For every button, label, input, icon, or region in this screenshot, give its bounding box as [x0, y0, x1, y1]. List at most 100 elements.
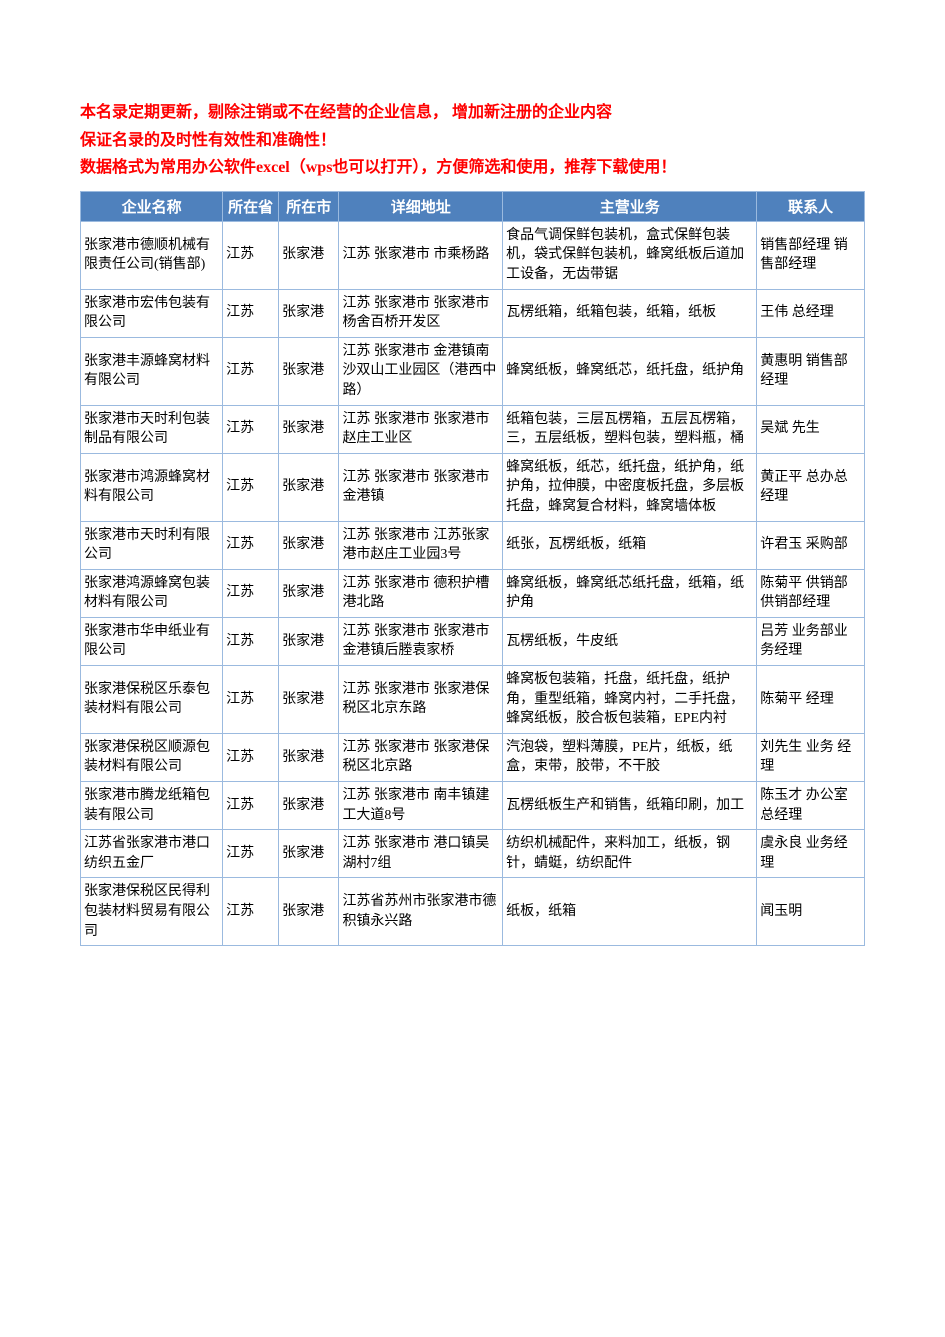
col-province: 所在省	[223, 191, 279, 221]
table-cell: 吕芳 业务部业务经理	[757, 617, 865, 665]
table-cell: 江苏	[223, 289, 279, 337]
table-cell: 张家港	[279, 405, 339, 453]
table-cell: 江苏	[223, 830, 279, 878]
table-cell: 张家港	[279, 878, 339, 946]
col-business: 主营业务	[503, 191, 757, 221]
table-cell: 张家港市德顺机械有限责任公司(销售部)	[81, 221, 223, 289]
table-cell: 瓦楞纸板，牛皮纸	[503, 617, 757, 665]
table-cell: 张家港市华申纸业有限公司	[81, 617, 223, 665]
table-cell: 江苏 张家港市 德积护槽港北路	[339, 569, 503, 617]
table-row: 江苏省张家港市港口纺织五金厂江苏张家港江苏 张家港市 港口镇吴湖村7组纺织机械配…	[81, 830, 865, 878]
table-cell: 纸板，纸箱	[503, 878, 757, 946]
table-cell: 张家港	[279, 453, 339, 521]
table-row: 张家港市宏伟包装有限公司江苏张家港江苏 张家港市 张家港市杨舍百桥开发区瓦楞纸箱…	[81, 289, 865, 337]
table-cell: 瓦楞纸箱，纸箱包装，纸箱，纸板	[503, 289, 757, 337]
table-cell: 张家港	[279, 617, 339, 665]
table-row: 张家港丰源蜂窝材料有限公司江苏张家港江苏 张家港市 金港镇南沙双山工业园区（港西…	[81, 337, 865, 405]
col-contact: 联系人	[757, 191, 865, 221]
table-cell: 许君玉 采购部	[757, 521, 865, 569]
intro-block: 本名录定期更新，剔除注销或不在经营的企业信息， 增加新注册的企业内容 保证名录的…	[80, 100, 865, 181]
table-cell: 汽泡袋，塑料薄膜，PE片，纸板，纸盒，束带，胶带，不干胶	[503, 733, 757, 781]
table-cell: 江苏	[223, 405, 279, 453]
table-cell: 蜂窝纸板，纸芯，纸托盘，纸护角，纸护角，拉伸膜，中密度板托盘，多层板托盘，蜂窝复…	[503, 453, 757, 521]
table-cell: 陈菊平 供销部供销部经理	[757, 569, 865, 617]
table-cell: 销售部经理 销售部经理	[757, 221, 865, 289]
intro-line-1: 本名录定期更新，剔除注销或不在经营的企业信息， 增加新注册的企业内容	[80, 100, 865, 126]
company-table: 企业名称 所在省 所在市 详细地址 主营业务 联系人 张家港市德顺机械有限责任公…	[80, 191, 865, 946]
table-cell: 江苏 张家港市 张家港保税区北京路	[339, 733, 503, 781]
table-cell: 刘先生 业务 经理	[757, 733, 865, 781]
table-row: 张家港保税区顺源包装材料有限公司江苏张家港江苏 张家港市 张家港保税区北京路汽泡…	[81, 733, 865, 781]
table-cell: 张家港	[279, 666, 339, 734]
table-cell: 张家港市天时利有限公司	[81, 521, 223, 569]
table-cell: 食品气调保鲜包装机，盒式保鲜包装机，袋式保鲜包装机，蜂窝纸板后道加工设备，无齿带…	[503, 221, 757, 289]
table-cell: 江苏	[223, 733, 279, 781]
table-cell: 蜂窝板包装箱，托盘，纸托盘，纸护角，重型纸箱，蜂窝内衬，二手托盘，蜂窝纸板，胶合…	[503, 666, 757, 734]
table-cell: 张家港保税区乐泰包装材料有限公司	[81, 666, 223, 734]
table-row: 张家港市天时利包装制品有限公司江苏张家港江苏 张家港市 张家港市赵庄工业区纸箱包…	[81, 405, 865, 453]
table-cell: 闻玉明	[757, 878, 865, 946]
table-cell: 张家港市腾龙纸箱包装有限公司	[81, 782, 223, 830]
table-cell: 江苏	[223, 337, 279, 405]
table-row: 张家港市天时利有限公司江苏张家港江苏 张家港市 江苏张家港市赵庄工业园3号纸张，…	[81, 521, 865, 569]
table-cell: 张家港	[279, 569, 339, 617]
intro-line-3: 数据格式为常用办公软件excel（wps也可以打开），方便筛选和使用，推荐下载使…	[80, 155, 865, 181]
table-cell: 纸张，瓦楞纸板，纸箱	[503, 521, 757, 569]
table-cell: 江苏 张家港市 港口镇吴湖村7组	[339, 830, 503, 878]
table-cell: 纺织机械配件，来料加工，纸板，钢针，蜻蜓，纺织配件	[503, 830, 757, 878]
table-cell: 虞永良 业务经理	[757, 830, 865, 878]
table-cell: 张家港保税区民得利包装材料贸易有限公司	[81, 878, 223, 946]
table-cell: 江苏 张家港市 张家港市金港镇后塍袁家桥	[339, 617, 503, 665]
table-cell: 江苏 张家港市 张家港市杨舍百桥开发区	[339, 289, 503, 337]
col-city: 所在市	[279, 191, 339, 221]
table-cell: 江苏	[223, 569, 279, 617]
table-cell: 陈菊平 经理	[757, 666, 865, 734]
intro-line-2: 保证名录的及时性有效性和准确性！	[80, 128, 865, 154]
table-cell: 张家港保税区顺源包装材料有限公司	[81, 733, 223, 781]
col-address: 详细地址	[339, 191, 503, 221]
table-cell: 张家港市鸿源蜂窝材料有限公司	[81, 453, 223, 521]
table-cell: 张家港市天时利包装制品有限公司	[81, 405, 223, 453]
table-cell: 张家港	[279, 733, 339, 781]
table-cell: 张家港	[279, 221, 339, 289]
table-cell: 蜂窝纸板，蜂窝纸芯，纸托盘，纸护角	[503, 337, 757, 405]
table-cell: 纸箱包装，三层瓦楞箱，五层瓦楞箱，三，五层纸板，塑料包装，塑料瓶，桶	[503, 405, 757, 453]
table-cell: 江苏	[223, 221, 279, 289]
table-cell: 江苏 张家港市 江苏张家港市赵庄工业园3号	[339, 521, 503, 569]
table-cell: 江苏	[223, 782, 279, 830]
table-cell: 张家港	[279, 337, 339, 405]
col-company: 企业名称	[81, 191, 223, 221]
table-row: 张家港市华申纸业有限公司江苏张家港江苏 张家港市 张家港市金港镇后塍袁家桥瓦楞纸…	[81, 617, 865, 665]
table-cell: 江苏省张家港市港口纺织五金厂	[81, 830, 223, 878]
table-cell: 黄惠明 销售部 经理	[757, 337, 865, 405]
table-cell: 江苏 张家港市 金港镇南沙双山工业园区（港西中路）	[339, 337, 503, 405]
table-cell: 江苏	[223, 878, 279, 946]
table-cell: 江苏 张家港市 市乘杨路	[339, 221, 503, 289]
table-cell: 江苏	[223, 666, 279, 734]
table-cell: 张家港	[279, 830, 339, 878]
table-row: 张家港鸿源蜂窝包装材料有限公司江苏张家港江苏 张家港市 德积护槽港北路蜂窝纸板，…	[81, 569, 865, 617]
table-cell: 陈玉才 办公室 总经理	[757, 782, 865, 830]
table-cell: 张家港	[279, 521, 339, 569]
table-cell: 张家港丰源蜂窝材料有限公司	[81, 337, 223, 405]
table-cell: 江苏 张家港市 张家港保税区北京东路	[339, 666, 503, 734]
table-row: 张家港保税区民得利包装材料贸易有限公司江苏张家港江苏省苏州市张家港市德积镇永兴路…	[81, 878, 865, 946]
table-header-row: 企业名称 所在省 所在市 详细地址 主营业务 联系人	[81, 191, 865, 221]
table-cell: 江苏	[223, 453, 279, 521]
table-cell: 张家港	[279, 782, 339, 830]
table-cell: 江苏 张家港市 张家港市赵庄工业区	[339, 405, 503, 453]
table-cell: 王伟 总经理	[757, 289, 865, 337]
table-cell: 黄正平 总办总经理	[757, 453, 865, 521]
table-cell: 张家港	[279, 289, 339, 337]
table-cell: 江苏 张家港市 张家港市金港镇	[339, 453, 503, 521]
table-cell: 吴斌 先生	[757, 405, 865, 453]
table-cell: 张家港鸿源蜂窝包装材料有限公司	[81, 569, 223, 617]
table-row: 张家港市鸿源蜂窝材料有限公司江苏张家港江苏 张家港市 张家港市金港镇蜂窝纸板，纸…	[81, 453, 865, 521]
table-cell: 瓦楞纸板生产和销售，纸箱印刷，加工	[503, 782, 757, 830]
table-cell: 蜂窝纸板，蜂窝纸芯纸托盘，纸箱，纸护角	[503, 569, 757, 617]
table-cell: 江苏	[223, 617, 279, 665]
table-body: 张家港市德顺机械有限责任公司(销售部)江苏张家港江苏 张家港市 市乘杨路食品气调…	[81, 221, 865, 945]
table-cell: 张家港市宏伟包装有限公司	[81, 289, 223, 337]
table-row: 张家港保税区乐泰包装材料有限公司江苏张家港江苏 张家港市 张家港保税区北京东路蜂…	[81, 666, 865, 734]
table-cell: 江苏	[223, 521, 279, 569]
